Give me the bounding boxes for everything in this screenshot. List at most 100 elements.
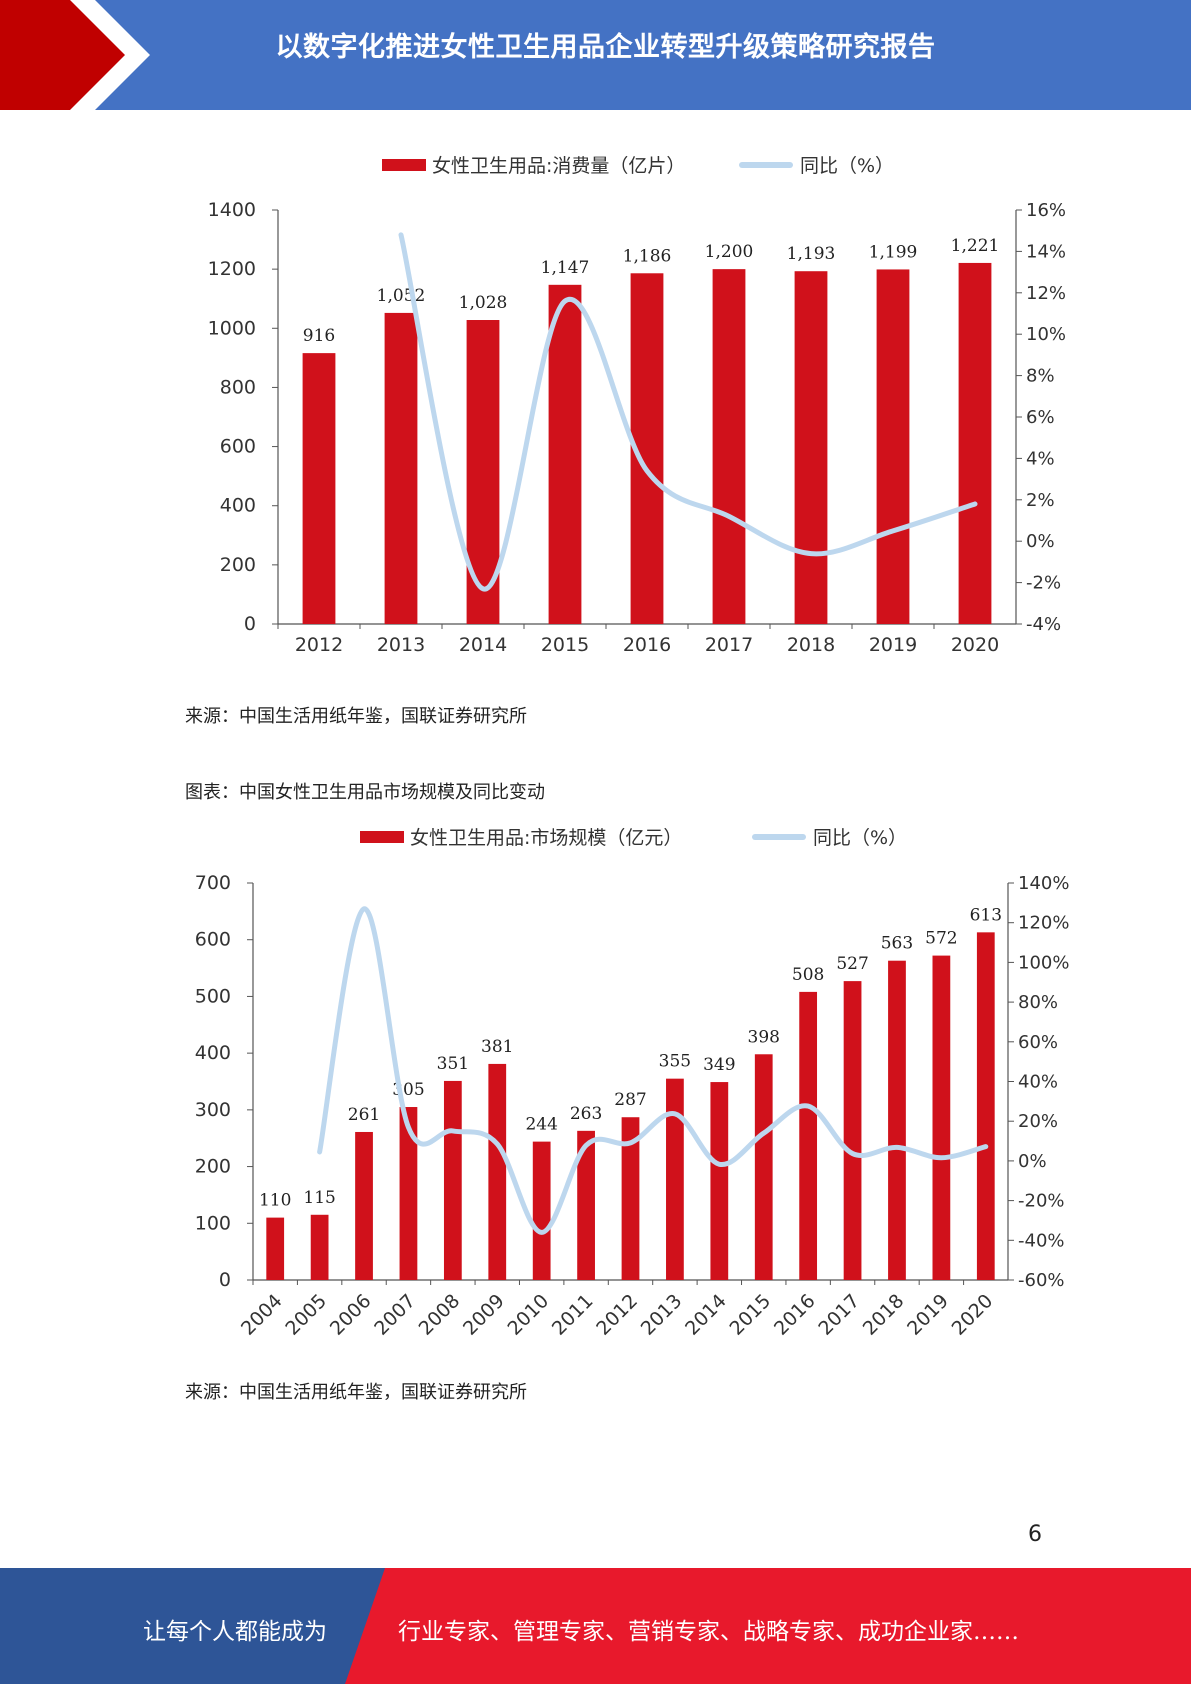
x-tick-label: 2015	[726, 1290, 776, 1340]
left-tick-label: 100	[195, 1212, 231, 1234]
bar	[303, 353, 336, 624]
bar	[266, 1218, 284, 1280]
bar-value-label: 110	[259, 1191, 291, 1211]
x-tick-label: 2017	[705, 634, 753, 656]
right-tick-label: 10%	[1026, 324, 1066, 345]
left-tick-label: 500	[195, 985, 231, 1007]
bar-value-label: 527	[836, 954, 868, 974]
legend-line-label: 同比（%）	[800, 155, 894, 177]
legend-bar-swatch	[382, 159, 426, 171]
left-tick-label: 0	[219, 1269, 231, 1291]
bar-value-label: 1,200	[705, 242, 754, 262]
bar	[444, 1081, 462, 1280]
x-tick-label: 2018	[859, 1290, 909, 1340]
left-tick-label: 0	[244, 613, 256, 635]
x-tick-label: 2014	[681, 1290, 731, 1340]
bar-value-label: 613	[970, 905, 1002, 925]
bar-value-label: 1,052	[377, 286, 426, 306]
right-tick-label: 60%	[1018, 1032, 1058, 1053]
left-tick-label: 600	[220, 436, 256, 458]
bar-value-label: 398	[748, 1027, 780, 1047]
left-tick-label: 200	[220, 554, 256, 576]
x-tick-label: 2008	[415, 1290, 465, 1340]
bar	[311, 1215, 329, 1280]
market-size-chart-svg: 女性卫生用品:市场规模（亿元）同比（%）01002003004005006007…	[0, 810, 1191, 1350]
legend-bar-label: 女性卫生用品:消费量（亿片）	[432, 155, 685, 177]
bar	[933, 956, 951, 1280]
bar-value-label: 572	[925, 929, 957, 949]
chart2-caption: 图表：中国女性卫生用品市场规模及同比变动	[185, 778, 545, 804]
x-tick-label: 2011	[548, 1290, 598, 1340]
left-tick-label: 1400	[208, 199, 256, 221]
x-tick-label: 2019	[903, 1290, 953, 1340]
bar-value-label: 1,147	[541, 258, 590, 278]
x-tick-label: 2013	[377, 634, 425, 656]
x-tick-label: 2018	[787, 634, 835, 656]
bar	[666, 1079, 684, 1280]
left-tick-label: 800	[220, 376, 256, 398]
x-tick-label: 2017	[814, 1290, 864, 1340]
left-tick-label: 700	[195, 872, 231, 894]
bar	[977, 932, 995, 1280]
chart2-source: 来源：中国生活用纸年鉴，国联证券研究所	[185, 1378, 527, 1404]
bar	[959, 263, 992, 624]
right-tick-label: 4%	[1026, 448, 1055, 469]
left-tick-label: 600	[195, 929, 231, 951]
bar-value-label: 1,186	[623, 246, 672, 266]
footer-slogan-left: 让每个人都能成为	[143, 1612, 327, 1646]
right-tick-label: 120%	[1018, 913, 1069, 934]
bar	[488, 1064, 506, 1280]
bar	[888, 961, 906, 1280]
left-tick-label: 400	[195, 1042, 231, 1064]
right-tick-label: -4%	[1026, 614, 1061, 635]
report-title: 以数字化推进女性卫生用品企业转型升级策略研究报告	[0, 0, 1191, 100]
bar	[755, 1054, 773, 1280]
bar-value-label: 1,193	[787, 244, 836, 264]
right-tick-label: 140%	[1018, 873, 1069, 894]
right-tick-label: 14%	[1026, 241, 1066, 262]
legend-line-label: 同比（%）	[813, 827, 907, 849]
right-tick-label: 12%	[1026, 283, 1066, 304]
x-tick-label: 2019	[869, 634, 917, 656]
bar	[533, 1142, 551, 1280]
footer-slogan-right: 行业专家、管理专家、营销专家、战略专家、成功企业家……	[398, 1612, 1019, 1646]
bar-value-label: 916	[303, 326, 335, 346]
x-tick-label: 2012	[295, 634, 343, 656]
bar-value-label: 1,199	[869, 242, 918, 262]
x-tick-label: 2005	[281, 1290, 331, 1340]
yoy-line	[320, 909, 986, 1233]
x-tick-label: 2010	[503, 1290, 553, 1340]
bar-value-label: 351	[437, 1054, 469, 1074]
bar	[549, 285, 582, 624]
x-tick-label: 2016	[770, 1290, 820, 1340]
bar-value-label: 287	[614, 1090, 646, 1110]
left-tick-label: 1200	[208, 258, 256, 280]
bar-value-label: 1,221	[951, 236, 1000, 256]
x-tick-label: 2007	[370, 1290, 420, 1340]
left-tick-label: 200	[195, 1156, 231, 1178]
x-tick-label: 2014	[459, 634, 507, 656]
legend-bar-label: 女性卫生用品:市场规模（亿元）	[410, 827, 682, 849]
x-tick-label: 2009	[459, 1290, 509, 1340]
right-tick-label: 0%	[1026, 531, 1055, 552]
x-tick-label: 2012	[592, 1290, 642, 1340]
bar	[355, 1132, 373, 1280]
page-number: 6	[1028, 1522, 1042, 1547]
bar-value-label: 244	[525, 1115, 557, 1135]
bar-value-label: 1,028	[459, 293, 508, 313]
x-tick-label: 2015	[541, 634, 589, 656]
bar	[799, 992, 817, 1280]
bar	[713, 269, 746, 624]
x-tick-label: 2020	[951, 634, 999, 656]
bar-value-label: 263	[570, 1104, 602, 1124]
right-tick-label: 0%	[1018, 1151, 1047, 1172]
legend-bar-swatch	[360, 831, 404, 843]
right-tick-label: 8%	[1026, 366, 1055, 387]
x-tick-label: 2006	[326, 1290, 376, 1340]
right-tick-label: 6%	[1026, 407, 1055, 428]
right-tick-label: 100%	[1018, 952, 1069, 973]
bar-value-label: 261	[348, 1105, 380, 1125]
bar	[877, 269, 910, 624]
right-tick-label: -20%	[1018, 1191, 1065, 1212]
